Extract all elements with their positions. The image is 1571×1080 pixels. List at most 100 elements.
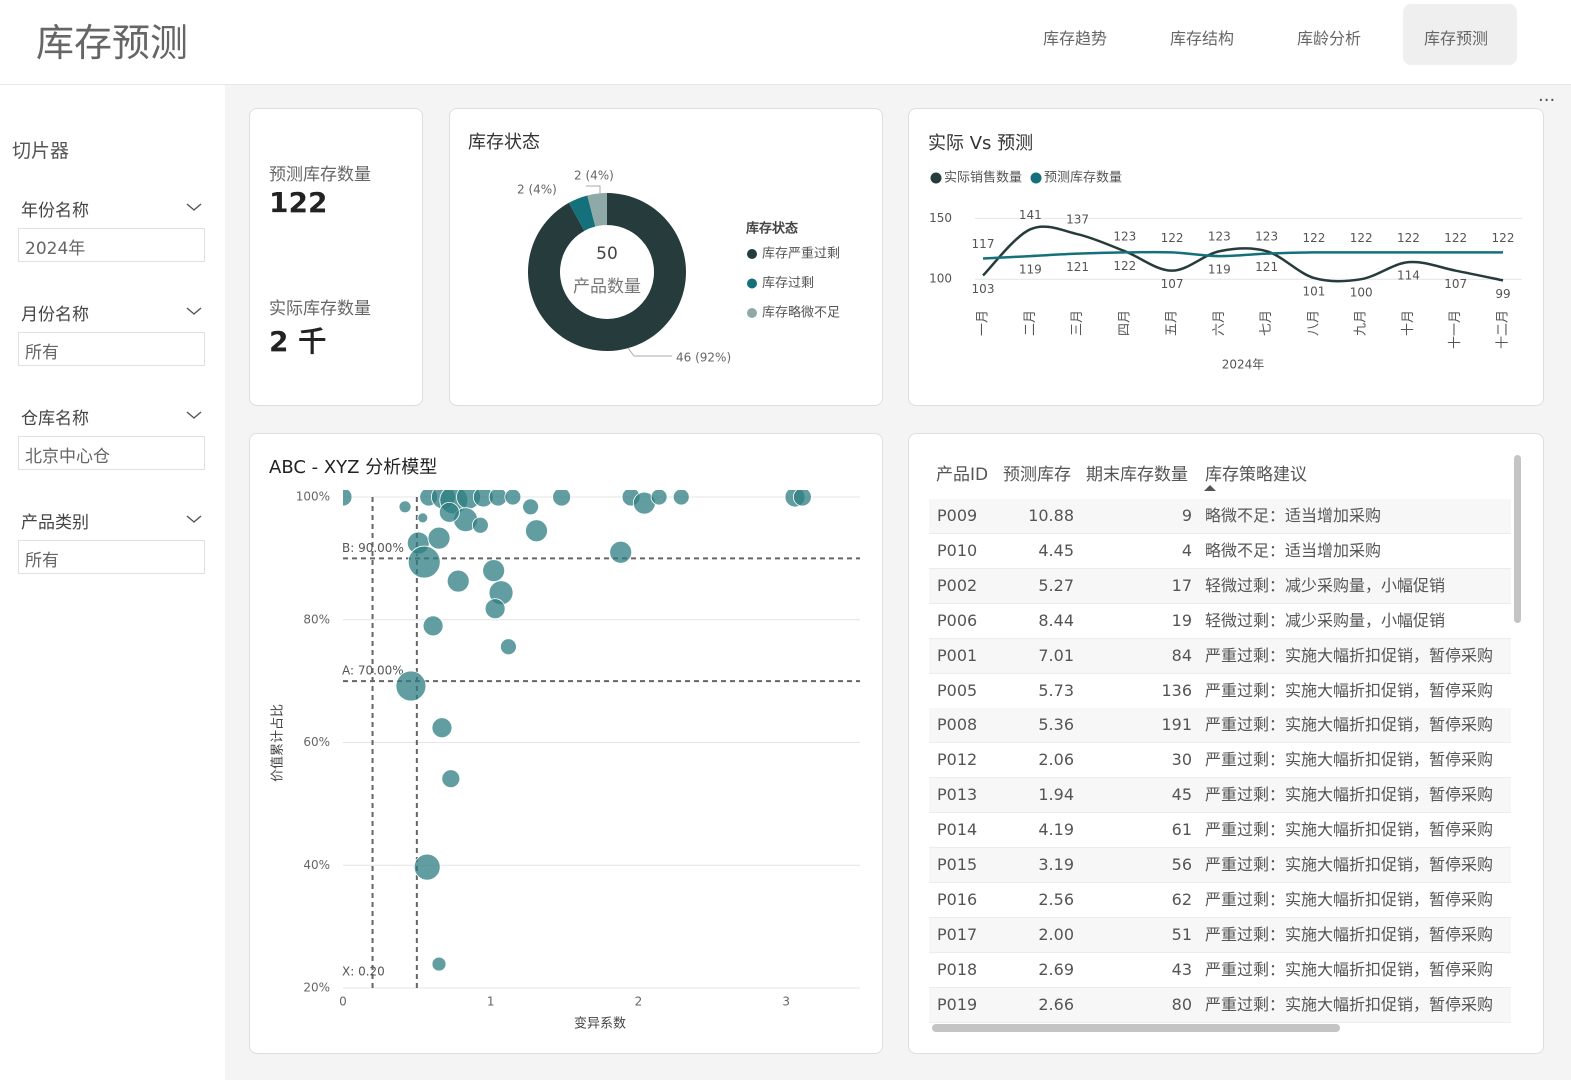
filter-collapse-icon — [186, 411, 202, 419]
column-header[interactable]: 期末库存数量 — [1086, 465, 1188, 485]
table-cell: 4 — [1181, 540, 1192, 560]
table-cell: 严重过剩：实施大幅折扣促销，暂停采购 — [1205, 750, 1494, 770]
table-cell: 19 — [1171, 610, 1192, 630]
table-row[interactable]: P005 5.73 136 严重过剩：实施大幅折扣促销，暂停采购 — [929, 674, 1511, 709]
column-header[interactable]: 产品ID — [936, 465, 989, 485]
table-cell: P002 — [937, 575, 978, 595]
filter-label: 月份名称 — [21, 305, 89, 325]
filter-label: 仓库名称 — [21, 409, 89, 429]
table-cell: P015 — [937, 855, 978, 874]
more-icon[interactable]: ··· — [1538, 90, 1556, 111]
filter-box[interactable] — [18, 540, 205, 574]
table-cell: P019 — [937, 994, 978, 1014]
nav-button[interactable]: 库存预测 — [1424, 29, 1489, 48]
table-row[interactable]: P012 2.06 30 严重过剩：实施大幅折扣促销，暂停采购 — [929, 743, 1511, 779]
filter-value: 所有 — [25, 551, 59, 571]
table-row[interactable]: P019 2.66 80 严重过剩：实施大幅折扣促销，暂停采购 — [929, 987, 1511, 1023]
v-scrollbar[interactable] — [1514, 455, 1521, 623]
table-cell: 4.45 — [1038, 540, 1074, 560]
table-cell: 严重过剩：实施大幅折扣促销，暂停采购 — [1205, 645, 1494, 665]
filter-box[interactable] — [18, 436, 205, 470]
header-line — [0, 84, 1571, 85]
nav-active-bg[interactable] — [1403, 4, 1517, 65]
table-cell: 61 — [1171, 820, 1192, 840]
filter-collapse-icon — [186, 307, 202, 315]
table-cell: 严重过剩：实施大幅折扣促销，暂停采购 — [1205, 680, 1494, 700]
table-cell: P010 — [937, 540, 978, 560]
filter-box[interactable] — [18, 228, 205, 262]
h-scrollbar[interactable] — [932, 1024, 1340, 1032]
table-cell: 略微不足：适当增加采购 — [1205, 540, 1382, 560]
table-cell: P006 — [937, 610, 978, 630]
table-cell: 严重过剩：实施大幅折扣促销，暂停采购 — [1205, 959, 1494, 979]
table-row[interactable]: P009 10.88 9 略微不足：适当增加采购 — [929, 499, 1511, 534]
nav-button[interactable]: 库龄分析 — [1297, 29, 1362, 48]
table-cell: P001 — [937, 645, 978, 665]
table-cell: P009 — [937, 506, 978, 525]
table-cell: 严重过剩：实施大幅折扣促销，暂停采购 — [1205, 994, 1494, 1014]
scatter-card — [249, 433, 883, 1054]
table-row[interactable]: P010 4.45 4 略微不足：适当增加采购 — [929, 534, 1511, 569]
filter-value: 2024年 — [25, 239, 86, 259]
table-cell: 2.56 — [1038, 889, 1074, 909]
table-cell: P008 — [937, 715, 978, 735]
table-cell: 56 — [1171, 855, 1192, 874]
table-cell: 严重过剩：实施大幅折扣促销，暂停采购 — [1205, 785, 1494, 805]
table-row[interactable]: P015 3.19 56 严重过剩：实施大幅折扣促销，暂停采购 — [929, 848, 1511, 883]
table-cell: 45 — [1171, 785, 1192, 805]
table-row[interactable]: P008 5.36 191 严重过剩：实施大幅折扣促销，暂停采购 — [929, 708, 1511, 744]
table-cell: 43 — [1171, 959, 1192, 979]
table-cell: P016 — [937, 889, 978, 909]
table-cell: P018 — [937, 959, 978, 979]
table-cell: 191 — [1161, 715, 1192, 735]
page-title: 库存预测 — [36, 21, 189, 65]
table-cell: 10.88 — [1028, 506, 1074, 525]
table-cell: 5.27 — [1038, 575, 1074, 595]
table-row[interactable]: P001 7.01 84 严重过剩：实施大幅折扣促销，暂停采购 — [929, 638, 1511, 674]
table-row[interactable]: P016 2.56 62 严重过剩：实施大幅折扣促销，暂停采购 — [929, 883, 1511, 918]
table-cell: 7.01 — [1038, 645, 1074, 665]
kpi-card — [249, 108, 423, 406]
table-cell: 2.00 — [1038, 924, 1074, 944]
table-cell: 4.19 — [1038, 820, 1074, 840]
kpi-value: 2 千 — [269, 325, 327, 358]
column-header[interactable]: 库存策略建议 — [1205, 465, 1307, 485]
table-cell: 严重过剩：实施大幅折扣促销，暂停采购 — [1205, 855, 1494, 874]
table-cell: 轻微过剩：减少采购量，小幅促销 — [1205, 610, 1446, 630]
table-cell: 51 — [1171, 924, 1192, 944]
kpi-label: 预测库存数量 — [269, 165, 371, 185]
table-cell: 严重过剩：实施大幅折扣促销，暂停采购 — [1205, 820, 1494, 840]
table-cell: 84 — [1171, 645, 1192, 665]
filter-label: 年份名称 — [21, 201, 89, 221]
nav-button[interactable]: 库存结构 — [1170, 29, 1235, 48]
kpi-value: 122 — [269, 186, 328, 219]
table-row[interactable]: P013 1.94 45 严重过剩：实施大幅折扣促销，暂停采购 — [929, 778, 1511, 814]
table-cell: 62 — [1171, 889, 1192, 909]
table-row[interactable]: P002 5.27 17 轻微过剩：减少采购量，小幅促销 — [929, 568, 1511, 604]
table-row[interactable]: P014 4.19 61 严重过剩：实施大幅折扣促销，暂停采购 — [929, 813, 1511, 849]
table-row[interactable]: P017 2.00 51 严重过剩：实施大幅折扣促销，暂停采购 — [929, 917, 1511, 953]
column-header[interactable]: 预测库存 — [1003, 465, 1071, 485]
table-cell: 2.66 — [1038, 994, 1074, 1014]
table-cell: P012 — [937, 750, 978, 770]
table-cell: 2.69 — [1038, 959, 1074, 979]
table-cell: 17 — [1171, 575, 1192, 595]
table-cell: 30 — [1171, 750, 1192, 770]
table-cell: 略微不足：适当增加采购 — [1205, 506, 1382, 525]
table-row[interactable]: P018 2.69 43 严重过剩：实施大幅折扣促销，暂停采购 — [929, 953, 1511, 988]
line-card — [908, 108, 1544, 406]
table-cell: 严重过剩：实施大幅折扣促销，暂停采购 — [1205, 889, 1494, 909]
table-cell: 80 — [1171, 994, 1192, 1014]
filter-label: 产品类别 — [21, 513, 89, 533]
nav-button[interactable]: 库存趋势 — [1043, 29, 1108, 48]
donut-card — [449, 108, 883, 406]
filter-box[interactable] — [18, 332, 205, 366]
filter-value: 所有 — [25, 343, 59, 363]
table-cell: P014 — [937, 820, 978, 840]
table-cell: 5.73 — [1038, 680, 1074, 700]
kpi-label: 实际库存数量 — [269, 299, 371, 319]
filter-collapse-icon — [186, 515, 202, 523]
slicer-title: 切片器 — [12, 140, 70, 162]
table-row[interactable]: P006 8.44 19 轻微过剩：减少采购量，小幅促销 — [929, 604, 1511, 639]
